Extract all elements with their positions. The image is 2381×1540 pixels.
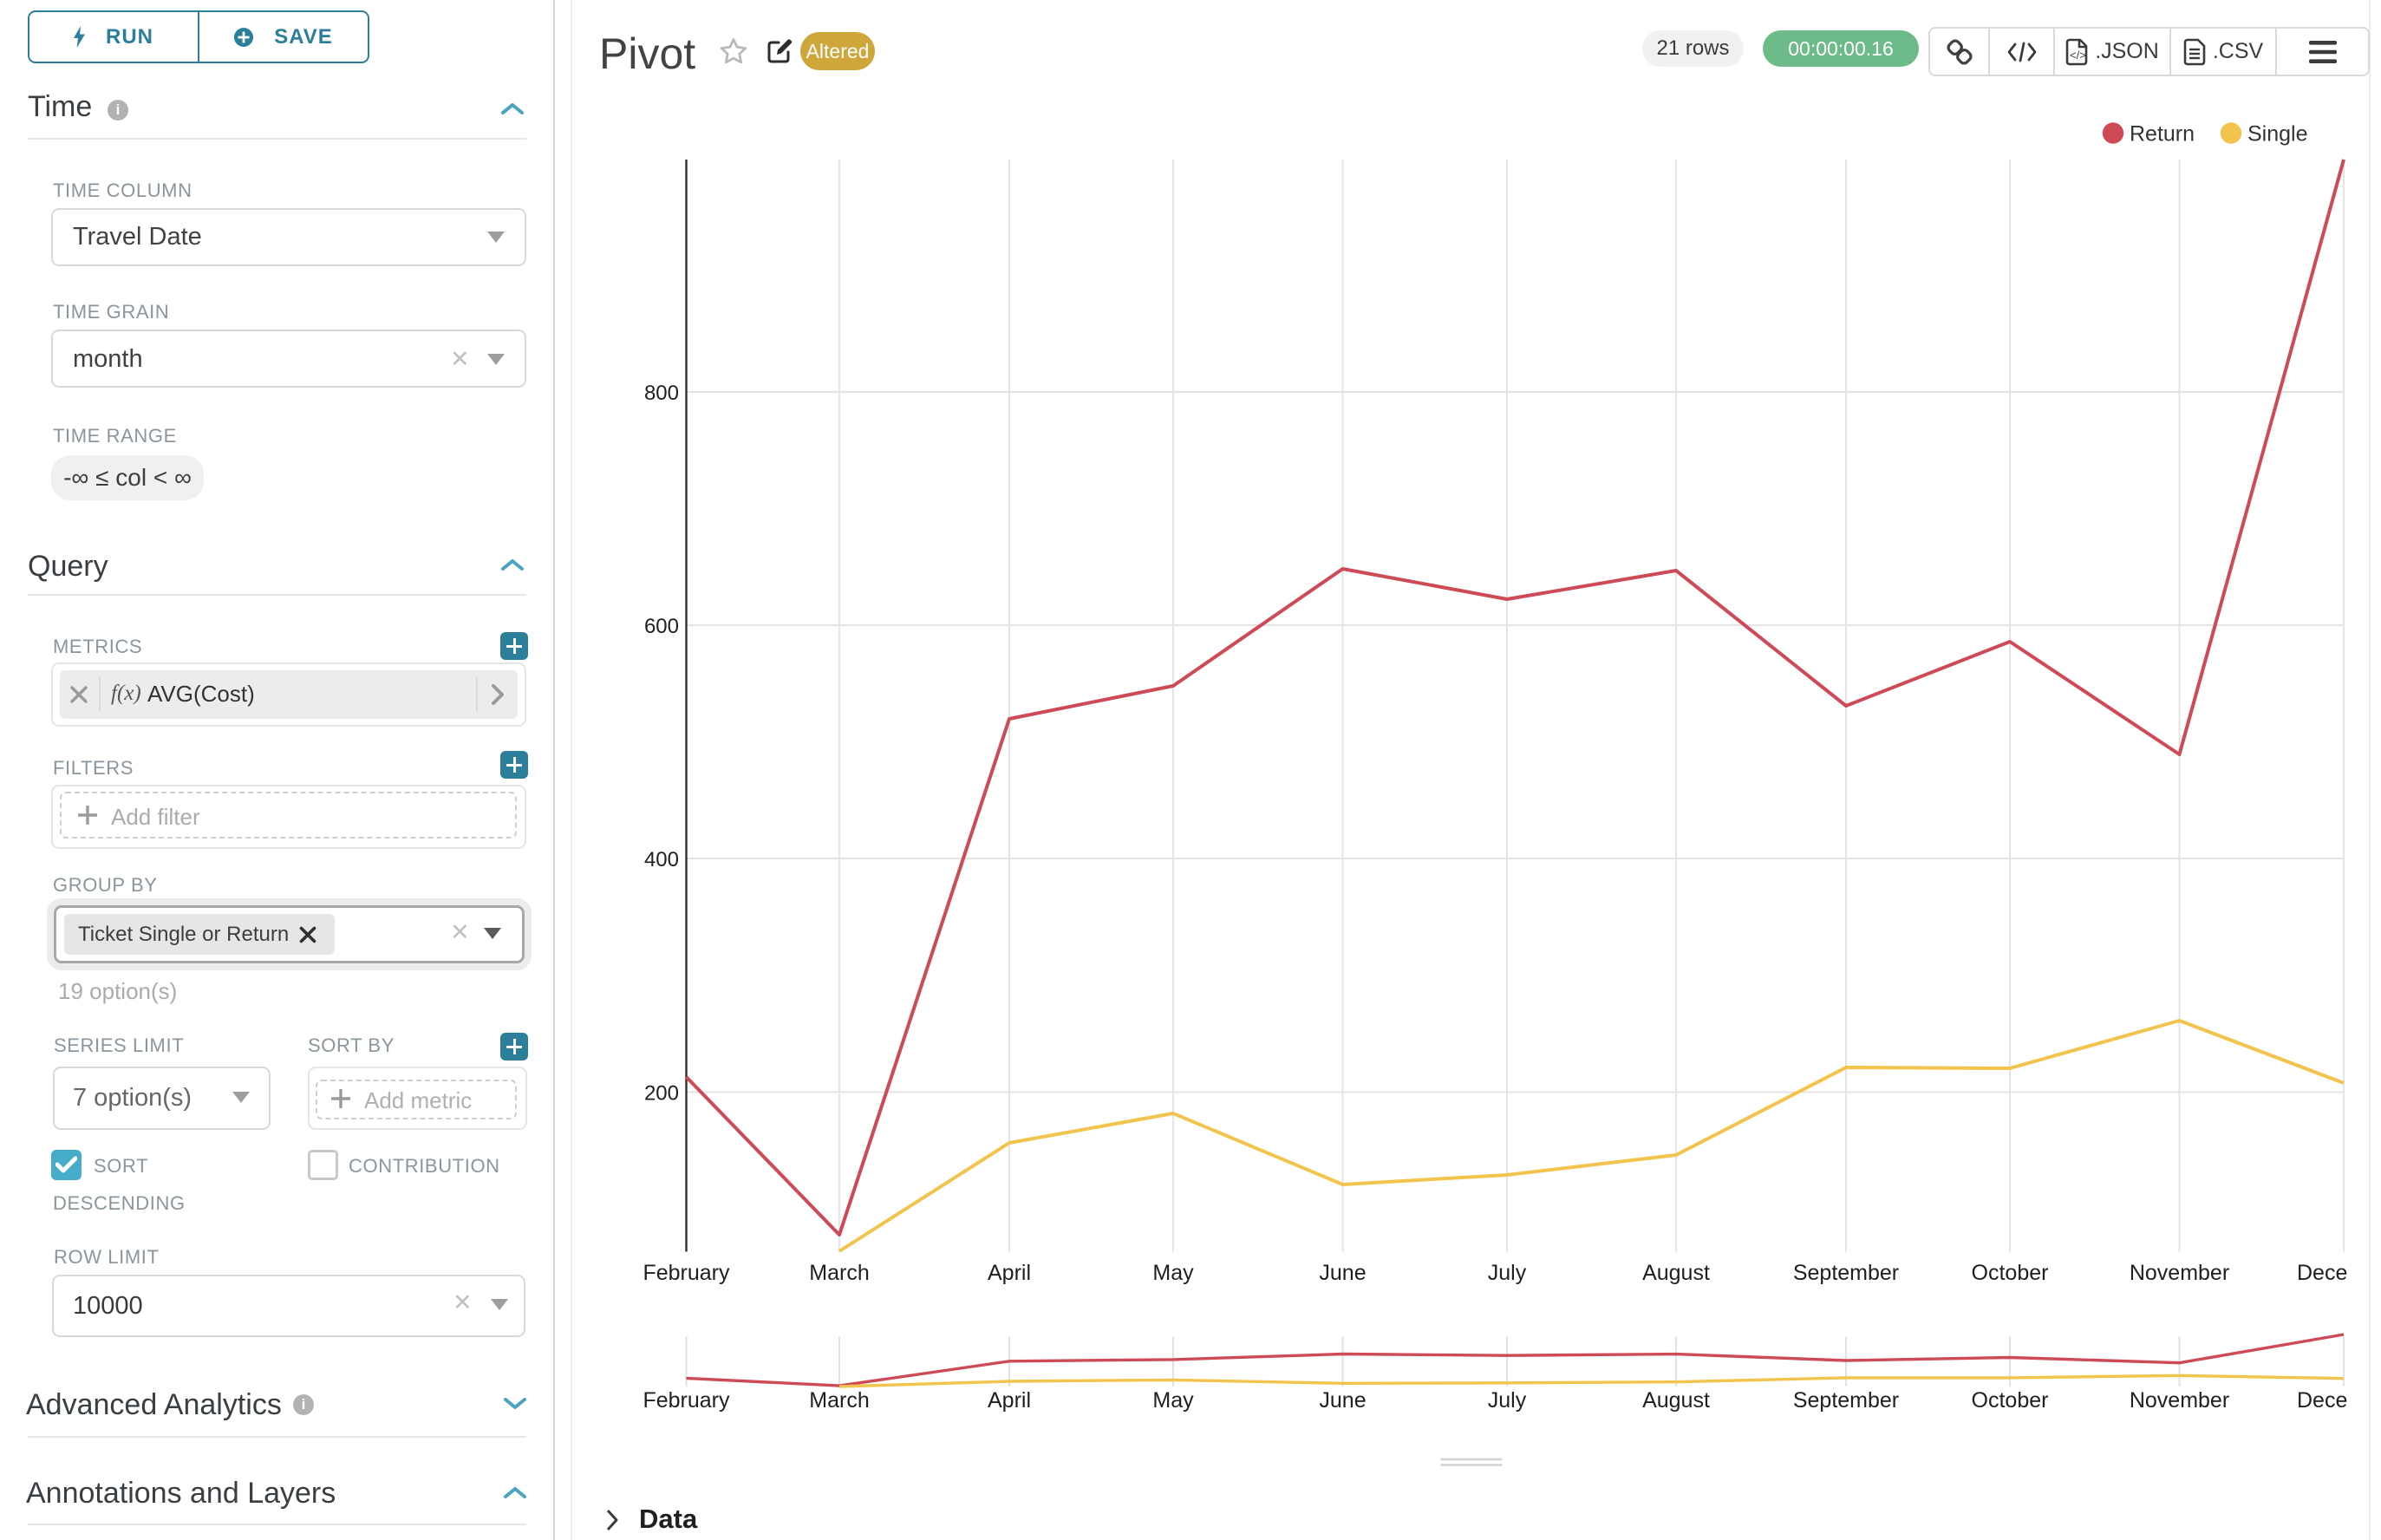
- svg-text:May: May: [1152, 1388, 1194, 1413]
- svg-text:Dece: Dece: [2297, 1261, 2347, 1285]
- svg-text:October: October: [1972, 1261, 2049, 1285]
- svg-text:August: August: [1642, 1388, 1710, 1413]
- svg-text:June: June: [1319, 1388, 1366, 1413]
- svg-text:October: October: [1972, 1388, 2049, 1413]
- svg-text:March: March: [809, 1388, 869, 1413]
- svg-text:November: November: [2130, 1261, 2229, 1285]
- svg-text:July: July: [1488, 1388, 1527, 1413]
- svg-text:Single: Single: [2247, 122, 2308, 147]
- svg-text:August: August: [1642, 1261, 1710, 1285]
- svg-text:400: 400: [644, 848, 679, 871]
- svg-text:600: 600: [644, 615, 679, 638]
- svg-text:July: July: [1488, 1261, 1527, 1285]
- svg-text:200: 200: [644, 1082, 679, 1106]
- svg-text:November: November: [2130, 1388, 2229, 1413]
- svg-text:800: 800: [644, 382, 679, 405]
- svg-text:September: September: [1793, 1388, 1899, 1413]
- svg-text:Return: Return: [2130, 122, 2195, 147]
- svg-text:</>: </>: [2070, 49, 2086, 62]
- svg-text:April: April: [988, 1388, 1031, 1413]
- svg-text:March: March: [809, 1261, 869, 1285]
- svg-text:April: April: [988, 1261, 1031, 1285]
- svg-text:June: June: [1319, 1261, 1366, 1285]
- svg-text:September: September: [1793, 1261, 1899, 1285]
- svg-text:February: February: [643, 1261, 730, 1285]
- svg-text:February: February: [643, 1388, 730, 1413]
- svg-text:Dece: Dece: [2297, 1388, 2347, 1413]
- svg-text:May: May: [1152, 1261, 1194, 1285]
